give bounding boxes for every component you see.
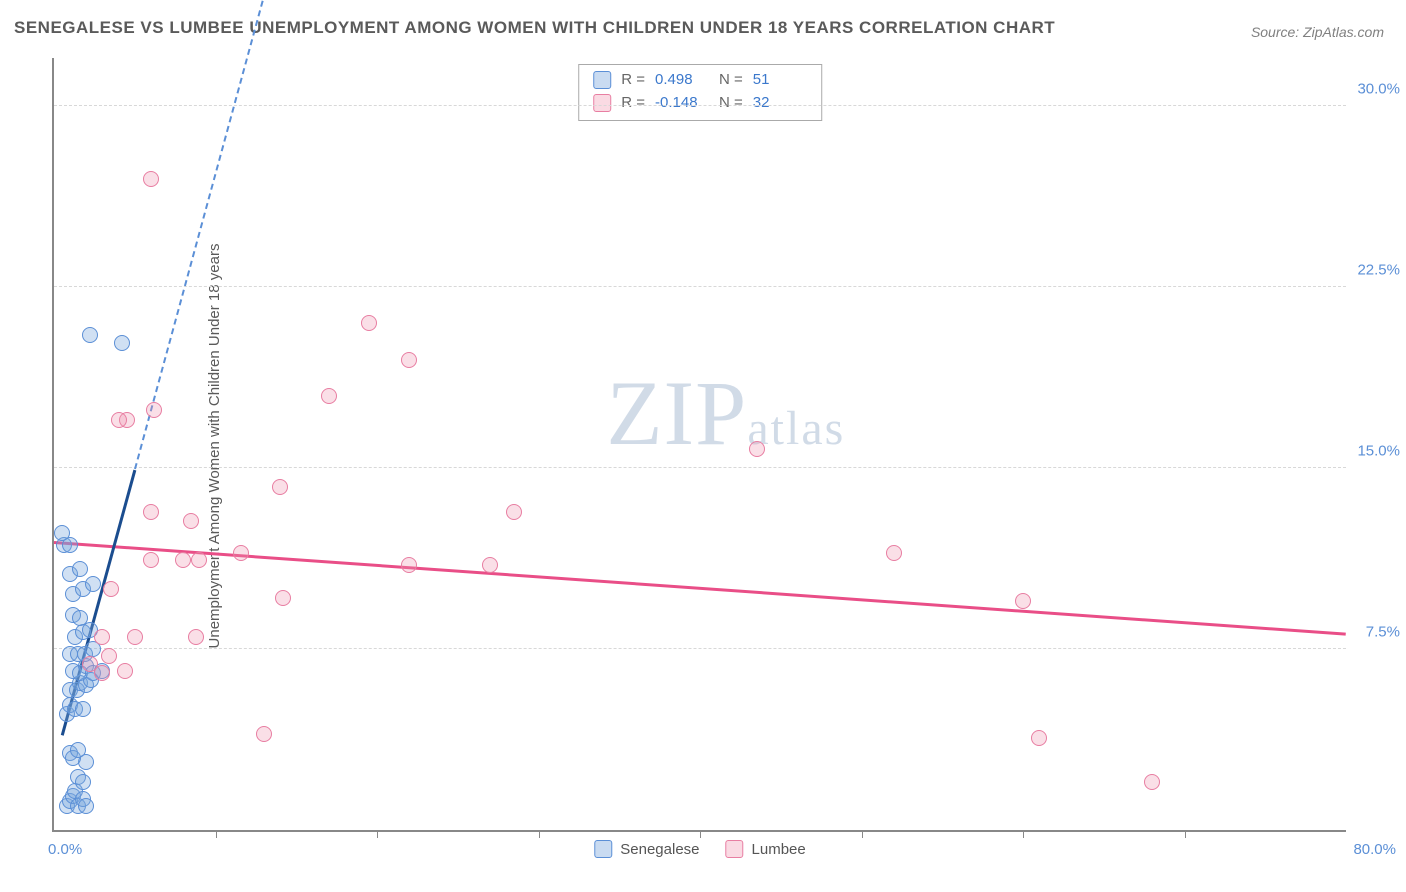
gridline-h (54, 286, 1346, 287)
scatter-point-lumbee (233, 545, 249, 561)
scatter-point-lumbee (143, 552, 159, 568)
n-value-lumbee: 32 (753, 92, 807, 115)
y-tick-label: 15.0% (1357, 443, 1400, 460)
watermark: ZIPatlas (606, 360, 845, 466)
scatter-point-senegalese (72, 561, 88, 577)
scatter-point-lumbee (272, 479, 288, 495)
scatter-point-lumbee (256, 726, 272, 742)
scatter-point-lumbee (275, 590, 291, 606)
legend-item-senegalese: Senegalese (594, 840, 699, 858)
scatter-point-lumbee (127, 629, 143, 645)
scatter-point-lumbee (146, 402, 162, 418)
scatter-point-lumbee (103, 581, 119, 597)
legend-swatch-lumbee (726, 840, 744, 858)
x-tick (377, 830, 378, 838)
r-label: R = (621, 92, 645, 115)
scatter-point-lumbee (175, 552, 191, 568)
swatch-lumbee (593, 94, 611, 112)
x-tick (1185, 830, 1186, 838)
gridline-h (54, 105, 1346, 106)
r-label: R = (621, 69, 645, 92)
trend-dash-senegalese (134, 0, 314, 469)
stats-row-lumbee: R = -0.148 N = 32 (593, 92, 807, 115)
y-tick-label: 30.0% (1357, 81, 1400, 98)
scatter-point-lumbee (361, 315, 377, 331)
chart-container: SENEGALESE VS LUMBEE UNEMPLOYMENT AMONG … (0, 0, 1406, 892)
x-tick (700, 830, 701, 838)
scatter-point-lumbee (191, 552, 207, 568)
scatter-point-senegalese (78, 798, 94, 814)
scatter-point-lumbee (401, 352, 417, 368)
scatter-point-lumbee (101, 648, 117, 664)
n-value-senegalese: 51 (753, 69, 807, 92)
scatter-point-senegalese (72, 610, 88, 626)
n-label: N = (719, 92, 743, 115)
r-value-senegalese: 0.498 (655, 69, 709, 92)
legend-label-senegalese: Senegalese (620, 841, 699, 858)
stats-legend: R = 0.498 N = 51 R = -0.148 N = 32 (578, 64, 822, 121)
x-tick (216, 830, 217, 838)
scatter-point-lumbee (1144, 774, 1160, 790)
n-label: N = (719, 69, 743, 92)
legend-label-lumbee: Lumbee (752, 841, 806, 858)
chart-title: SENEGALESE VS LUMBEE UNEMPLOYMENT AMONG … (14, 18, 1055, 38)
scatter-point-lumbee (401, 557, 417, 573)
y-tick-label: 22.5% (1357, 262, 1400, 279)
scatter-point-lumbee (188, 629, 204, 645)
scatter-point-lumbee (506, 504, 522, 520)
x-axis-origin-label: 0.0% (48, 841, 82, 858)
r-value-lumbee: -0.148 (655, 92, 709, 115)
scatter-point-senegalese (75, 701, 91, 717)
x-tick (862, 830, 863, 838)
scatter-point-lumbee (143, 504, 159, 520)
series-legend: Senegalese Lumbee (594, 840, 805, 858)
scatter-point-lumbee (1015, 593, 1031, 609)
legend-item-lumbee: Lumbee (726, 840, 806, 858)
scatter-point-senegalese (70, 742, 86, 758)
x-axis-max-label: 80.0% (1353, 841, 1396, 858)
scatter-point-lumbee (1031, 730, 1047, 746)
scatter-point-lumbee (749, 441, 765, 457)
scatter-point-senegalese (85, 576, 101, 592)
scatter-point-lumbee (482, 557, 498, 573)
scatter-point-lumbee (94, 629, 110, 645)
y-tick-label: 7.5% (1366, 624, 1400, 641)
gridline-h (54, 648, 1346, 649)
watermark-big: ZIP (606, 362, 747, 464)
scatter-point-lumbee (117, 663, 133, 679)
scatter-point-lumbee (886, 545, 902, 561)
scatter-point-senegalese (82, 327, 98, 343)
source-attribution: Source: ZipAtlas.com (1251, 24, 1384, 40)
scatter-point-lumbee (94, 665, 110, 681)
swatch-senegalese (593, 71, 611, 89)
scatter-point-lumbee (321, 388, 337, 404)
scatter-point-lumbee (183, 513, 199, 529)
x-tick (539, 830, 540, 838)
x-tick (1023, 830, 1024, 838)
scatter-point-senegalese (114, 335, 130, 351)
legend-swatch-senegalese (594, 840, 612, 858)
gridline-h (54, 467, 1346, 468)
scatter-point-lumbee (143, 171, 159, 187)
plot-area: ZIPatlas R = 0.498 N = 51 R = -0.148 N =… (52, 58, 1346, 832)
stats-row-senegalese: R = 0.498 N = 51 (593, 69, 807, 92)
scatter-point-senegalese (54, 525, 70, 541)
scatter-point-senegalese (75, 774, 91, 790)
scatter-point-lumbee (111, 412, 127, 428)
